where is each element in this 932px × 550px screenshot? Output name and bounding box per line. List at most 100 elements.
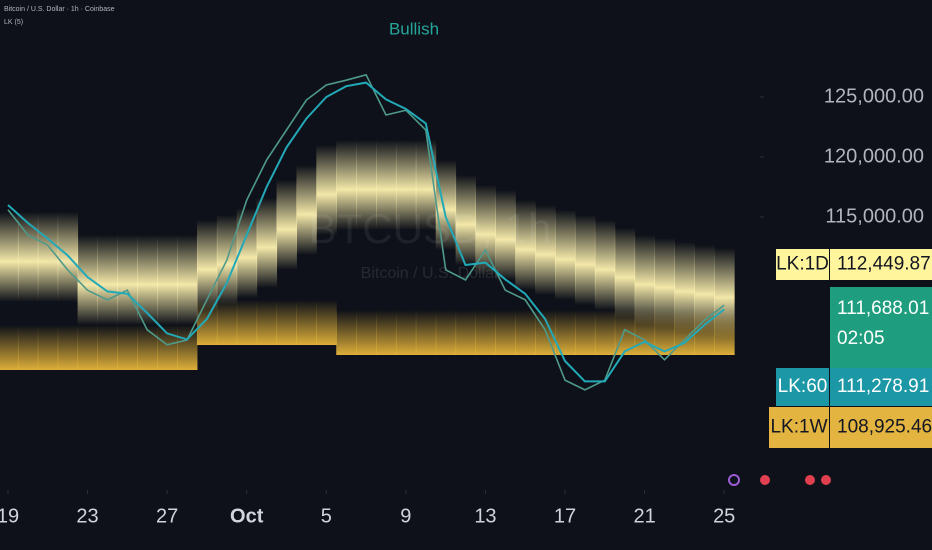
band-step [455,309,476,355]
band-step [435,309,457,355]
band-step [316,300,337,346]
band-step [495,309,516,355]
label-value: 111,688.01 [837,298,929,319]
band-step [196,220,218,311]
band-step [256,300,278,346]
band-step [37,324,59,370]
label-value: 112,449.87 [837,254,931,275]
band-step [714,309,735,355]
band-step [17,324,39,370]
x-tick-label: 5 [321,505,332,527]
band-step [475,309,496,355]
band-step [77,324,98,370]
band-step [137,324,158,370]
band-step [97,235,118,326]
band-step [17,211,39,302]
band-step [177,324,198,370]
header: Bitcoin / U.S. Dollar · 1h · Coinbase [4,6,115,13]
x-tick-label: 25 [713,505,735,527]
label-value-box [830,249,932,280]
band-step [654,238,675,329]
event-icon [728,474,740,486]
label-value-box [830,368,932,406]
label-value: 108,925.46 [837,417,932,438]
band-step [415,309,437,355]
band-step [336,309,357,355]
axes: 19 23 27 Oct 5 9 13 17 21 25 115,000.00 120,000.00 1… [0,85,924,527]
band-step [356,139,377,230]
label-name-box [776,249,829,280]
band-step [535,205,556,296]
label-value: 111,278.91 [837,376,929,397]
x-tick-label: 9 [400,505,411,527]
band-step [296,164,317,255]
band-step [475,184,496,275]
band-step [276,179,297,270]
label-name: LK:60 [778,376,828,397]
price-labels: LK:1D 112,449.87 111,688.01 02:05 LK:60 111,2… [769,249,932,448]
band-step [555,309,576,355]
band-step [216,300,238,346]
band-step [336,139,357,230]
band-step [177,235,198,326]
label-value-box [830,287,932,368]
x-tick-label: 23 [76,505,98,527]
label-name-box [769,407,829,448]
x-tick-label: 27 [156,505,178,527]
band-step [376,309,397,355]
band-step [594,220,616,311]
x-tick-label: 17 [554,505,576,527]
label-value-box [830,407,932,448]
watermark: BTCUSD, 1h [309,205,552,252]
label-countdown: 02:05 [837,328,885,349]
band-step [0,211,19,302]
band-step [455,175,476,266]
band-step [515,309,536,355]
band-step [574,214,596,305]
band-step [495,190,516,281]
band-step [634,235,656,326]
band-step [236,208,258,299]
event-icon [760,475,770,485]
label-name-box [776,368,829,406]
label-name: LK:1D [776,254,829,275]
band-step [574,309,596,355]
band-step [395,139,417,230]
band-step [137,235,158,326]
band-step [395,309,417,355]
x-tick-label: 21 [633,505,655,527]
y-tick-label: 120,000.00 [824,145,924,167]
indicator: LK (5) [4,19,23,26]
band-step [614,227,636,318]
series-line [7,81,725,383]
band-step [674,241,695,332]
band-step [236,300,258,346]
band-step [376,139,397,230]
band-step [296,300,317,346]
y-tick-label: 125,000.00 [824,85,924,107]
lines [7,73,725,391]
band-step [0,324,19,370]
band-step [157,235,178,326]
label-name: LK:1W [770,417,827,438]
event-icons [728,474,831,486]
band-step [256,197,278,288]
watermark-subtitle: Bitcoin / U.S. Dollar [361,265,500,282]
event-icon [821,475,831,485]
x-tick-label: 19 [0,505,19,527]
band-step [316,145,337,236]
band-step [37,211,59,302]
band-step [117,235,138,326]
band-step [555,209,576,300]
x-tick-label: Oct [230,505,264,527]
band-step [594,309,616,355]
band-step [356,309,377,355]
band-step [276,300,297,346]
band-step [654,309,675,355]
event-icon [805,475,815,485]
annotation: Bullish [389,19,439,38]
band-step [157,324,178,370]
band-step [515,199,536,290]
